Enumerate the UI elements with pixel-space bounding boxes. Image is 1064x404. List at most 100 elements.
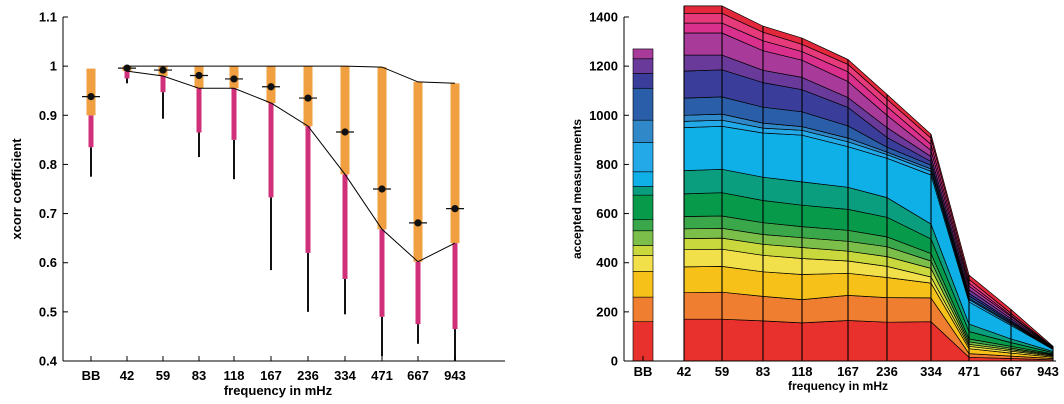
mean-point [123, 64, 131, 72]
y-tick-label: 0.4 [39, 354, 58, 369]
x-tick-label: 167 [260, 368, 282, 383]
mean-point [195, 71, 203, 80]
box-334 [336, 66, 354, 315]
bb-segment [632, 321, 654, 362]
y-tick-label: 800 [596, 157, 618, 172]
x-tick-label: 167 [837, 364, 859, 379]
box-59 [154, 66, 172, 119]
box-667 [409, 81, 427, 344]
x-tick-label: 42 [677, 364, 691, 379]
inner-range-bar [268, 103, 274, 198]
x-tick-label: 471 [958, 364, 980, 379]
x-tick-label: 334 [920, 364, 942, 379]
outer-range-bar [413, 81, 423, 262]
x-tick-label: BB [82, 368, 101, 383]
y-axis-label: xcorr coefficient [9, 138, 24, 240]
x-tick-label: BB [634, 364, 653, 379]
y-tick-label: 200 [596, 304, 618, 319]
mean-point [304, 94, 312, 102]
bb-segment [632, 87, 654, 121]
inner-range-bar [231, 88, 237, 140]
bb-segment [632, 73, 654, 89]
bb-segment [632, 255, 654, 272]
bb-segment [632, 119, 654, 143]
inner-range-bar [196, 88, 202, 133]
y-tick-label: 1000 [589, 108, 618, 123]
box-167 [262, 66, 280, 271]
box-471 [373, 67, 391, 357]
bb-segment [632, 230, 654, 246]
bb-stacked-bar [632, 48, 654, 362]
bb-segment [632, 58, 654, 74]
x-tick-label: 59 [715, 364, 729, 379]
inner-range-bar [305, 126, 311, 253]
y-tick-label: 0.9 [39, 108, 57, 123]
x-tick-label: 471 [371, 368, 393, 383]
box-943 [446, 83, 464, 361]
bb-segment [632, 245, 654, 256]
y-tick-label: 1400 [589, 10, 618, 25]
y-tick-label: 1.1 [39, 10, 57, 25]
y-tick-label: 1 [50, 59, 57, 74]
inner-range-bar [160, 75, 166, 93]
bb-segment [632, 48, 654, 60]
y-tick-label: 0.8 [39, 157, 57, 172]
box-42 [118, 64, 136, 84]
inner-range-bar [415, 261, 421, 325]
mean-point [159, 66, 167, 74]
box-83 [190, 66, 208, 158]
box-118 [225, 66, 243, 180]
bb-segment [632, 296, 654, 322]
x-tick-label: 667 [1000, 364, 1022, 379]
y-tick-label: 0.5 [39, 304, 57, 319]
bb-segment [632, 219, 654, 232]
x-tick-label: 83 [756, 364, 770, 379]
accepted-measurements-panel: 0 200 400 600 800 1000 1200 1400 BB 42 59 83 118 167 2… [570, 5, 1059, 393]
box-236 [299, 66, 317, 312]
mean-point [451, 205, 459, 213]
x-tick-label: 236 [297, 368, 319, 383]
y-tick-label: 600 [596, 206, 618, 221]
mean-point [87, 93, 95, 101]
outer-range-bar [86, 68, 96, 116]
outer-range-bar [340, 66, 350, 175]
y-tick-label: 0 [611, 354, 618, 369]
mean-point [230, 75, 238, 83]
outer-range-bar [377, 67, 387, 230]
bb-segment [632, 271, 654, 298]
box-BB [82, 68, 100, 177]
mean-point [341, 128, 349, 136]
bb-segment [632, 142, 654, 173]
inner-range-bar [379, 229, 385, 317]
x-tick-label: 83 [192, 368, 206, 383]
inner-range-bar [342, 174, 348, 279]
lower-envelope-line [126, 70, 456, 263]
x-tick-label: 667 [407, 368, 429, 383]
mean-point [414, 219, 422, 227]
mean-point [267, 83, 275, 91]
y-tick-label: 0.6 [39, 255, 57, 270]
x-tick-label: 59 [156, 368, 170, 383]
y-axis-label: accepted measurements [570, 119, 584, 259]
y-tick-label: 1200 [589, 59, 618, 74]
x-tick-label: 118 [792, 364, 813, 379]
outer-range-bar [450, 83, 460, 244]
mean-point [378, 185, 386, 193]
x-tick-label: 334 [334, 368, 356, 383]
bb-segment [632, 194, 654, 221]
inner-range-bar [452, 243, 458, 330]
y-tick-label: 400 [596, 255, 618, 270]
inner-range-bar [88, 115, 94, 148]
x-tick-label: 236 [876, 364, 898, 379]
upper-envelope-line [127, 65, 456, 84]
x-tick-label: 943 [444, 368, 466, 383]
bb-segment [632, 171, 654, 187]
xcorr-boxplot-panel: 0.4 0.5 0.6 0.7 0.8 0.9 1 1.1 BB 42 59 83 118 167 236 3… [9, 10, 505, 398]
x-tick-label: 42 [120, 368, 134, 383]
x-axis-label: frequency in mHz [224, 383, 333, 398]
x-axis-label: frequency in mHz [788, 379, 888, 393]
inner-range-bar [124, 71, 130, 79]
x-tick-label: 943 [1037, 364, 1059, 379]
